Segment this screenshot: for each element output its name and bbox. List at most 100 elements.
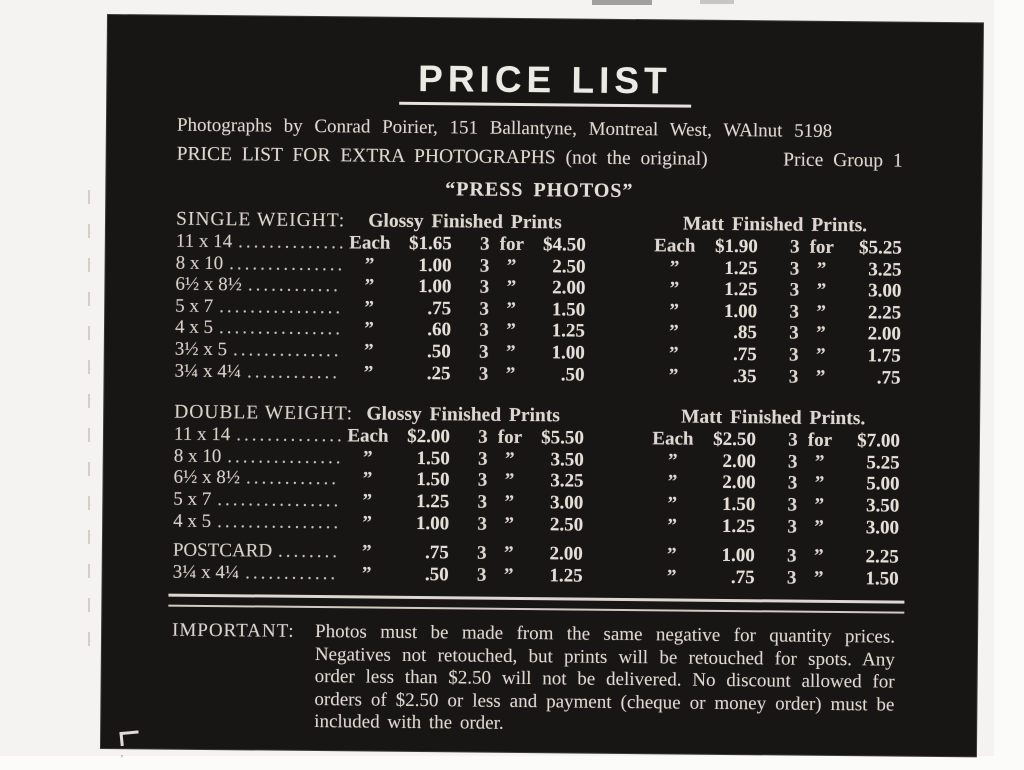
for-label: ” (504, 448, 515, 470)
matt-each-price: $2.50 (713, 428, 757, 451)
each-label: ” (363, 340, 374, 362)
qty-three: 3 (478, 426, 488, 448)
photo-artifact-dash (592, 0, 652, 5)
each-label: ” (364, 254, 375, 276)
registration-corner-mark (119, 730, 140, 747)
matt-three-for-price: 3.00 (865, 516, 900, 539)
for-label: ” (503, 542, 514, 565)
matt-for-label: ” (815, 366, 826, 388)
matt-for-label: ” (816, 280, 827, 302)
dot-leader: ................ (236, 424, 343, 447)
matt-each-label: Each (654, 235, 696, 257)
matt-each-label: ” (667, 450, 678, 472)
matt-for-label: ” (813, 567, 824, 589)
single-weight-rows: 11 x 14................ Each $1.65 3 for… (104, 230, 980, 390)
matt-each-label: ” (668, 364, 679, 387)
important-label: IMPORTANT: (171, 619, 295, 643)
matt-each-price: .85 (733, 322, 758, 344)
matt-three-for-price: $7.00 (857, 430, 901, 452)
size-cell: 6½ x 8½............ (173, 467, 341, 490)
glossy-column-header: Glossy Finished Prints (366, 403, 560, 427)
matt-qty-three: 3 (788, 344, 799, 366)
three-for-price: $4.50 (542, 234, 586, 256)
qty-three: 3 (477, 491, 488, 513)
three-for-price: 2.00 (549, 543, 583, 565)
matt-each-price: .75 (732, 343, 757, 366)
press-photos-heading: “PRESS PHOTOS” (445, 178, 634, 203)
matt-three-for-price: 1.75 (867, 345, 901, 367)
size-cell: POSTCARD........ (172, 539, 341, 563)
matt-for-label: ” (813, 545, 824, 568)
matt-each-price: 2.00 (722, 450, 756, 472)
postcard-rows: POSTCARD........ ” .75 3 ” 2.00 ” 1.00 3… (103, 539, 978, 591)
matt-each-label: ” (669, 321, 679, 343)
dot-leader: ................. (229, 252, 344, 276)
matt-for-label: ” (814, 494, 825, 516)
matt-each-label: ” (667, 493, 678, 515)
photo-artifact-speck: ’ (120, 753, 124, 765)
each-price: .60 (427, 319, 452, 341)
matt-each-price: $1.90 (714, 235, 758, 258)
each-price: .75 (425, 542, 449, 564)
three-for-price: .50 (560, 363, 585, 386)
section-name: SINGLE WEIGHT: (175, 208, 346, 232)
for-label: ” (504, 491, 515, 513)
matt-column-header: Matt Finished Prints. (682, 213, 868, 237)
title-underline (398, 101, 691, 108)
for-label: ” (506, 255, 517, 277)
double-weight-rows: 11 x 14................ Each $2.00 3 for… (103, 423, 979, 539)
qty-three: 3 (477, 542, 487, 564)
matt-qty-three: 3 (789, 258, 800, 280)
size-cell: 5 x 7.................. (173, 488, 342, 512)
matt-three-for-price: 3.00 (868, 280, 902, 302)
qty-three: 3 (479, 233, 490, 255)
each-label: Each (349, 232, 391, 254)
dot-leader: ................... (217, 510, 342, 534)
each-label: ” (363, 362, 374, 384)
matt-each-label: ” (668, 343, 679, 365)
each-price: $1.65 (408, 232, 452, 255)
dot-leader: .................... (218, 317, 344, 340)
size-cell: 3¼ x 4¼............ (174, 360, 342, 383)
important-section: IMPORTANT: Photos must be made from the … (171, 620, 898, 739)
matt-qty-three: 3 (787, 516, 797, 538)
each-label: ” (362, 468, 373, 490)
matt-qty-three: 3 (788, 429, 798, 451)
matt-for-label: ” (814, 516, 824, 538)
qty-three: 3 (477, 448, 488, 470)
each-label: ” (362, 541, 372, 563)
dot-leader: ............ (245, 467, 340, 490)
double-horizontal-rule (168, 593, 905, 614)
matt-qty-three: 3 (789, 279, 800, 301)
matt-each-label: ” (669, 278, 680, 300)
size-cell: 3¼ x 4¼............ (173, 561, 341, 584)
photo-artifact-streak (88, 190, 90, 660)
for-label: ” (504, 513, 514, 535)
each-label: ” (361, 563, 372, 585)
matt-each-price: 1.25 (724, 257, 758, 279)
matt-each-price: 1.00 (721, 545, 755, 567)
dot-leader: ................. (227, 445, 342, 469)
each-price: 1.00 (418, 254, 452, 276)
each-label: ” (362, 490, 373, 512)
qty-three: 3 (479, 276, 490, 298)
for-label: ” (503, 564, 514, 586)
matt-for-label: ” (816, 301, 827, 323)
dot-leader: ................... (219, 295, 344, 319)
each-price: $2.00 (407, 426, 451, 448)
matt-qty-three: 3 (789, 236, 800, 258)
three-for-price: 3.00 (549, 492, 584, 514)
dot-leader: ................ (238, 231, 344, 254)
matt-three-for-price: 5.25 (866, 452, 900, 474)
matt-for-label: ” (816, 323, 826, 345)
matt-each-price: .75 (730, 566, 755, 588)
qty-three: 3 (477, 513, 487, 535)
size-cell: 5 x 7................... (175, 295, 344, 319)
matt-qty-three: 3 (787, 472, 798, 494)
each-price: .25 (426, 362, 451, 384)
matt-each-label: ” (669, 300, 680, 322)
each-price: 1.00 (418, 276, 452, 298)
for-label: ” (506, 277, 517, 299)
each-label: ” (364, 318, 374, 340)
matt-three-for-price: 2.25 (865, 546, 899, 568)
